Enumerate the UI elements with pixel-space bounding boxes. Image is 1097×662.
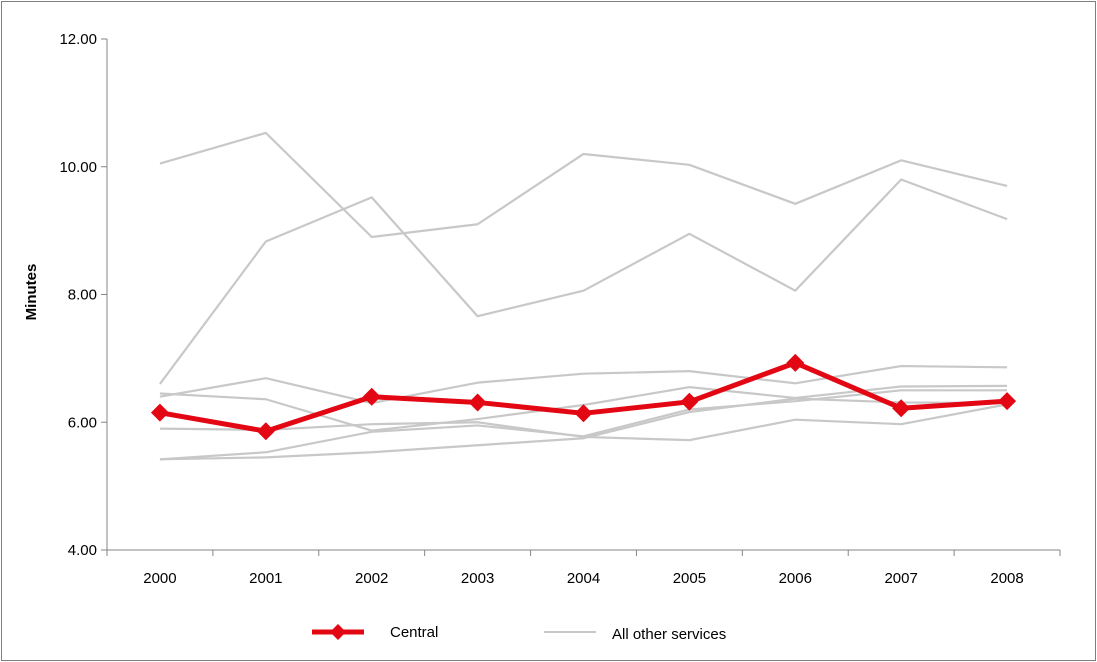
central-series <box>150 353 1017 441</box>
y-tick-label: 8.00 <box>68 287 97 304</box>
x-tick-label: 2002 <box>355 570 388 587</box>
tick-labels: 4.00 6.00 8.00 10.00 12.00 2000 2001 2002 2003 20… <box>59 31 1023 587</box>
y-tick-label: 4.00 <box>68 542 97 559</box>
axes <box>101 38 1061 556</box>
other-service-line <box>159 131 1008 239</box>
central-point <box>256 422 275 441</box>
other-service-line <box>159 397 1008 461</box>
x-tick-label: 2001 <box>249 570 282 587</box>
x-tick-label: 2005 <box>673 570 706 587</box>
central-point <box>998 392 1017 411</box>
legend-central-swatch-marker <box>330 624 346 640</box>
x-tick-label: 2008 <box>990 570 1023 587</box>
x-tick-label: 2007 <box>884 570 917 587</box>
central-point <box>786 353 805 372</box>
central-point <box>574 404 593 423</box>
other-service-line <box>159 364 1008 405</box>
central-point <box>892 399 911 418</box>
y-tick-label: 10.00 <box>59 159 97 176</box>
y-tick-label: 12.00 <box>59 31 97 48</box>
legend-other-label: All other services <box>612 626 726 643</box>
central-point <box>150 403 169 422</box>
legend: Central All other services <box>312 624 726 643</box>
x-tick-label: 2000 <box>143 570 176 587</box>
x-tick-label: 2004 <box>567 570 600 587</box>
x-tick-label: 2003 <box>461 570 494 587</box>
legend-central-label: Central <box>390 624 438 641</box>
central-point <box>680 392 699 411</box>
x-tick-label: 2006 <box>779 570 812 587</box>
other-service-line <box>159 178 1008 385</box>
central-point <box>362 387 381 406</box>
y-tick-label: 6.00 <box>68 414 97 431</box>
y-axis-label: Minutes <box>23 264 40 321</box>
central-point <box>468 393 487 412</box>
